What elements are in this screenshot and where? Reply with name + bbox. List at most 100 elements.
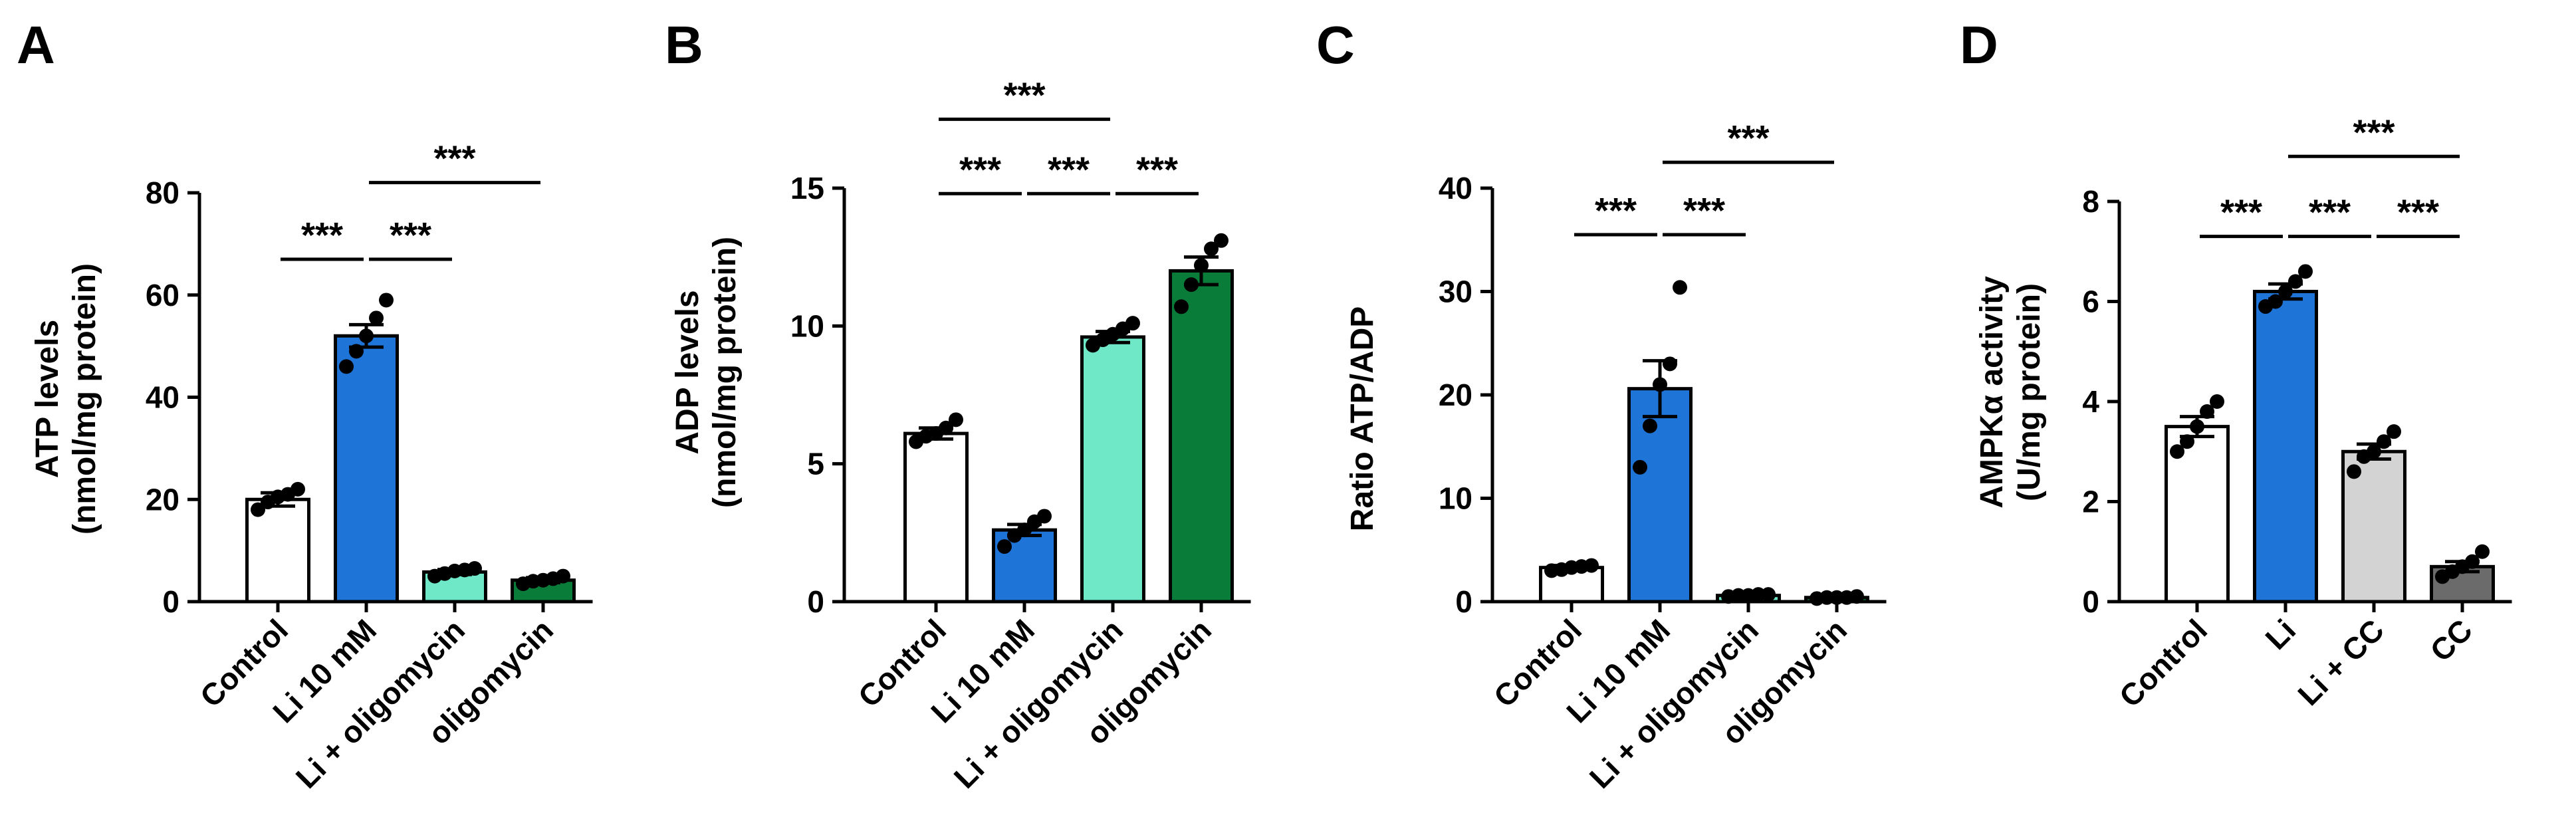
bar [903,431,969,604]
data-point [379,293,394,308]
panel-letter: B [665,15,703,74]
data-point [1761,587,1776,602]
data-point [2298,264,2313,279]
data-point [997,539,1012,554]
significance-label: *** [1595,191,1637,231]
y-axis-title: ATP levels [30,320,65,478]
y-tick-label: 80 [146,176,179,210]
y-tick-label: 0 [807,584,824,619]
data-point [1633,459,1647,475]
data-point [1184,277,1199,293]
data-point [359,328,374,344]
y-tick-label: 10 [1439,481,1472,516]
data-point [2288,274,2303,289]
y-tick-label: 4 [2082,384,2099,419]
panel-letter: A [17,15,55,74]
data-point [1663,356,1677,372]
bar [334,334,399,604]
data-point [556,568,570,584]
y-tick-label: 30 [1439,275,1472,309]
data-point [2200,404,2214,419]
data-point [291,481,305,497]
y-tick-label: 0 [162,584,179,619]
y-axis-title: Ratio ATP/ADP [1345,306,1380,532]
y-tick-label: 8 [2082,184,2099,219]
significance-label: *** [1683,191,1725,231]
bar [1627,387,1693,604]
y-tick-label: 40 [146,380,179,415]
y-tick-label: 10 [790,308,824,343]
data-point [2347,464,2361,479]
significance-label: *** [2309,193,2351,233]
data-point [2387,424,2401,439]
data-point [2210,394,2224,409]
data-point [2268,294,2283,309]
significance-label: *** [1003,75,1045,115]
data-point [1194,258,1209,273]
panel-letter: C [1316,15,1355,74]
data-point [369,310,384,326]
y-tick-label: 20 [146,482,179,517]
y-axis-title: AMPKα activity [1974,276,2010,509]
data-point [2465,554,2480,569]
significance-label: *** [301,215,343,255]
data-point [2170,444,2184,459]
data-point [1037,509,1052,524]
data-point [1125,316,1140,331]
chart-panel-d: D 0 2 4 6 8 AMPKα activity (U/mg protein) Contro… [1960,15,2512,714]
data-point [2180,434,2194,449]
data-point [1643,418,1657,433]
significance-label: *** [1048,150,1090,189]
category-label: Li [2258,612,2302,656]
data-point [2278,284,2293,299]
y-tick-label: 0 [2082,584,2099,619]
data-point [339,359,354,374]
data-point [1204,241,1219,257]
category-label: Control [2113,612,2214,713]
significance-label: *** [433,139,475,179]
data-point [2377,434,2391,449]
y-tick-label: 2 [2082,485,2099,519]
y-tick-label: 15 [790,171,824,205]
y-tick-label: 0 [1455,584,1472,619]
significance-label: *** [2353,112,2395,152]
data-point [2475,544,2490,559]
y-axis-title: ADP levels [670,290,705,454]
significance-label: *** [390,215,431,255]
significance-label: *** [1136,150,1178,189]
significance-label: *** [959,150,1001,189]
data-point [1214,233,1229,248]
y-tick-label: 6 [2082,285,2099,319]
bar [1080,335,1145,604]
y-tick-label: 20 [1439,378,1472,412]
y-tick-label: 5 [807,447,824,481]
significance-label: *** [1727,118,1769,158]
data-point [949,412,963,427]
data-point [1017,523,1032,538]
panel-letter: D [1960,15,1998,74]
data-point [1673,280,1687,295]
significance-label: *** [2397,193,2439,233]
data-point [1584,558,1599,573]
y-axis-title: (nmol/mg protein) [67,263,102,535]
data-point [251,502,265,517]
data-point [2367,444,2381,459]
data-point [349,344,364,359]
data-point [1653,377,1667,392]
significance-label: *** [2220,193,2262,233]
y-tick-label: 60 [146,278,179,312]
bar [1169,269,1234,604]
y-tick-label: 40 [1439,171,1472,205]
bar [2253,289,2318,604]
data-point [939,420,953,435]
category-label: Li + CC [2291,612,2391,712]
y-axis-title: (U/mg protein) [2012,283,2047,501]
category-label: CC [2423,612,2479,668]
y-axis-title: (nmol/mg protein) [707,237,743,508]
data-point [1174,299,1189,314]
data-point [2190,419,2204,434]
